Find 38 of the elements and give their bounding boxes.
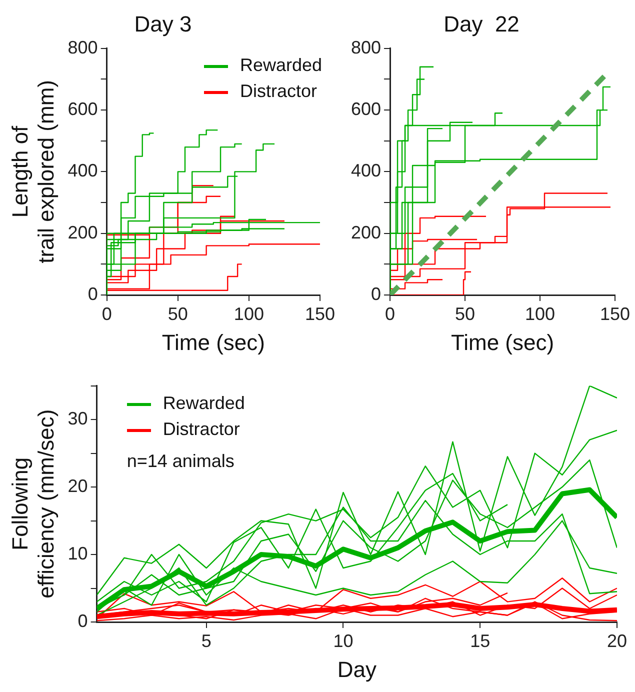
- annotation: n=14 animals: [126, 450, 236, 473]
- x-tick-label: 15: [470, 630, 490, 651]
- y-tick-label: 20: [68, 476, 88, 496]
- x-tick-label: 100: [234, 304, 264, 324]
- x-tick-label: 150: [600, 304, 630, 324]
- x-tick-label: 20: [606, 630, 628, 651]
- x-tick-label: 100: [524, 304, 556, 324]
- y-tick-label: 400: [68, 160, 98, 181]
- y-tick-label: 30: [68, 408, 88, 429]
- x-tick-label: 50: [168, 304, 188, 324]
- y-tick-label: 800: [68, 37, 98, 58]
- x-tick-label: 5: [201, 630, 212, 651]
- y-tick-label: 0: [88, 284, 98, 304]
- y-tick-label: 0: [78, 610, 88, 631]
- legend-label: Rewarded: [162, 392, 245, 413]
- legend-label: Distractor: [240, 81, 318, 102]
- y-tick-label: 400: [350, 160, 382, 181]
- x-tick-label: 10: [333, 630, 354, 651]
- y-tick-label: 200: [350, 222, 382, 242]
- x-axis-title: Day: [337, 656, 376, 682]
- y-axis-title: Length of trail explored (mm): [7, 80, 59, 264]
- y-tick-label: 800: [350, 37, 382, 58]
- legend-label: Rewarded: [240, 55, 322, 76]
- y-tick-label: 10: [68, 543, 88, 564]
- y-tick-label: 600: [350, 99, 382, 120]
- legend-label: Distractor: [162, 418, 240, 439]
- x-tick-label: 50: [455, 304, 476, 324]
- x-axis-title: Time (sec): [162, 330, 265, 355]
- y-tick-label: 600: [68, 99, 98, 120]
- x-axis-title: Time (sec): [450, 330, 554, 355]
- x-tick-label: 150: [304, 304, 336, 324]
- chart-title: Day 22: [444, 11, 520, 36]
- y-axis-title: Following efficiency (mm/sec): [7, 409, 59, 598]
- y-tick-label: 0: [371, 284, 382, 304]
- chart-title: Day 3: [134, 11, 192, 36]
- y-tick-label: 200: [68, 222, 98, 242]
- x-tick-label: 0: [385, 304, 396, 324]
- x-tick-label: 0: [102, 304, 112, 324]
